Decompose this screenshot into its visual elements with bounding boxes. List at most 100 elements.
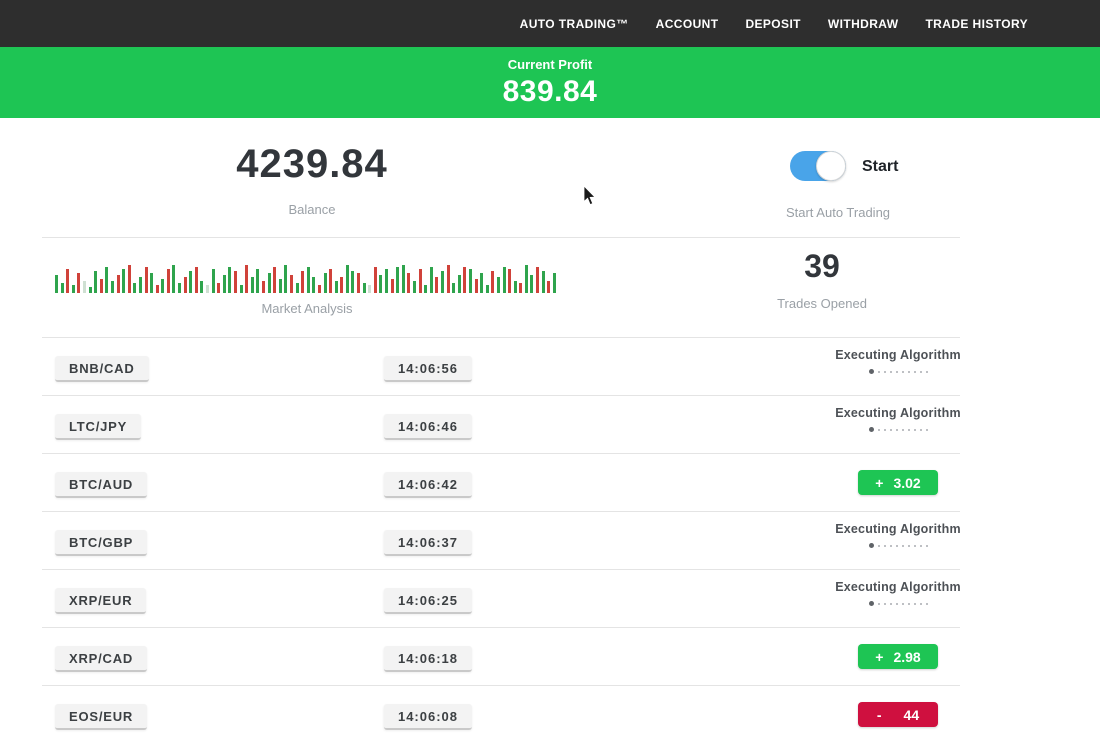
market-bar bbox=[116, 275, 120, 293]
market-bar bbox=[189, 271, 193, 293]
market-bar bbox=[278, 279, 282, 293]
market-bar bbox=[166, 269, 170, 293]
market-bar bbox=[144, 267, 148, 293]
time-badge: 14:06:42 bbox=[383, 472, 473, 498]
progress-dot bbox=[868, 369, 874, 374]
market-bar bbox=[435, 277, 439, 293]
market-bar bbox=[552, 273, 556, 293]
progress-dot bbox=[868, 601, 874, 606]
progress-dot bbox=[883, 428, 886, 431]
market-bar bbox=[105, 267, 109, 293]
market-bar bbox=[413, 281, 416, 293]
market-bar bbox=[401, 265, 405, 293]
market-bar bbox=[396, 267, 400, 293]
result-value: 3.02 bbox=[893, 474, 921, 491]
progress-dot bbox=[913, 602, 916, 605]
market-bar bbox=[228, 267, 232, 293]
progress-dot bbox=[889, 370, 892, 373]
progress-dot bbox=[877, 544, 880, 547]
time-badge: 14:06:37 bbox=[383, 530, 473, 556]
market-bar bbox=[407, 273, 411, 293]
market-bar bbox=[446, 265, 450, 293]
market-bar bbox=[329, 269, 333, 293]
market-bar bbox=[295, 283, 299, 293]
time-badge: 14:06:46 bbox=[383, 414, 473, 440]
market-bar bbox=[385, 269, 389, 293]
progress-dots bbox=[788, 369, 1008, 374]
market-bar bbox=[150, 273, 154, 293]
market-bar bbox=[480, 273, 484, 293]
market-bar bbox=[379, 275, 383, 293]
nav-item-account[interactable]: ACCOUNT bbox=[655, 16, 719, 31]
progress-dots bbox=[788, 427, 1008, 432]
market-bar bbox=[200, 281, 204, 293]
market-bar bbox=[82, 281, 86, 293]
progress-dot bbox=[913, 370, 916, 373]
market-bar bbox=[513, 281, 517, 293]
market-bar bbox=[429, 267, 433, 293]
progress-dot bbox=[907, 370, 910, 373]
progress-dot bbox=[925, 602, 928, 605]
auto-trading-toggle[interactable] bbox=[790, 151, 846, 181]
result-value: 44 bbox=[903, 706, 920, 723]
trade-row: XRP/CAD 14:06:18 + 2.98 bbox=[0, 627, 1100, 685]
market-bar bbox=[133, 283, 137, 293]
result-sign: + bbox=[875, 474, 884, 491]
trades-list: BNB/CAD 14:06:56 Executing Algorithm LTC… bbox=[0, 337, 1100, 742]
result-value: 2.98 bbox=[893, 648, 921, 665]
market-bar bbox=[474, 279, 478, 293]
market-bar bbox=[88, 287, 92, 293]
market-bar bbox=[496, 277, 500, 293]
market-bar bbox=[245, 265, 249, 293]
progress-dots bbox=[788, 601, 1008, 606]
nav-item-withdraw[interactable]: WITHDRAW bbox=[827, 16, 899, 31]
market-bar bbox=[178, 283, 182, 293]
market-bar bbox=[502, 267, 506, 293]
market-bar bbox=[373, 267, 377, 293]
progress-dot bbox=[877, 370, 880, 373]
trades-opened-value: 39 bbox=[804, 248, 840, 284]
pair-badge: BNB/CAD bbox=[55, 356, 149, 382]
market-bar bbox=[77, 273, 81, 293]
market-bar bbox=[345, 265, 349, 293]
progress-dot bbox=[919, 602, 922, 605]
market-bar bbox=[524, 265, 528, 293]
nav-item-auto-trading[interactable]: AUTO TRADING™ bbox=[519, 16, 629, 31]
progress-dot bbox=[925, 428, 928, 431]
market-bar bbox=[273, 267, 277, 293]
market-bar bbox=[334, 281, 338, 293]
market-bar bbox=[155, 285, 159, 293]
market-bar bbox=[452, 283, 456, 293]
time-badge: 14:06:08 bbox=[383, 704, 473, 730]
pair-badge: LTC/JPY bbox=[55, 414, 142, 440]
progress-dot bbox=[925, 370, 928, 373]
trade-row: XRP/EUR 14:06:25 Executing Algorithm bbox=[0, 569, 1100, 627]
result-sign: + bbox=[875, 648, 884, 665]
pair-badge: BTC/GBP bbox=[55, 530, 148, 556]
progress-dot bbox=[907, 602, 910, 605]
progress-dot bbox=[919, 544, 922, 547]
market-bar bbox=[457, 275, 461, 293]
market-bar bbox=[217, 283, 221, 293]
toggle-knob-icon bbox=[816, 151, 846, 181]
nav-item-deposit[interactable]: DEPOSIT bbox=[745, 16, 801, 31]
market-bar bbox=[206, 285, 210, 293]
nav-item-trade-history[interactable]: TRADE HISTORY bbox=[925, 16, 1028, 31]
progress-dots bbox=[788, 543, 1008, 548]
balance-value: 4239.84 bbox=[236, 142, 388, 186]
trades-opened-label: Trades Opened bbox=[777, 296, 867, 311]
progress-dot bbox=[883, 370, 886, 373]
progress-dot bbox=[907, 428, 910, 431]
current-profit-value: 839.84 bbox=[502, 74, 598, 108]
market-bar bbox=[530, 275, 534, 293]
market-bar bbox=[267, 273, 271, 293]
market-bar bbox=[127, 265, 131, 293]
market-bar bbox=[194, 267, 198, 293]
market-bar bbox=[508, 269, 512, 293]
market-bar bbox=[463, 267, 467, 293]
market-bar bbox=[491, 271, 495, 293]
market-bar bbox=[256, 269, 260, 293]
market-bar bbox=[261, 281, 265, 293]
market-bar bbox=[211, 269, 215, 293]
market-bar bbox=[418, 269, 422, 293]
